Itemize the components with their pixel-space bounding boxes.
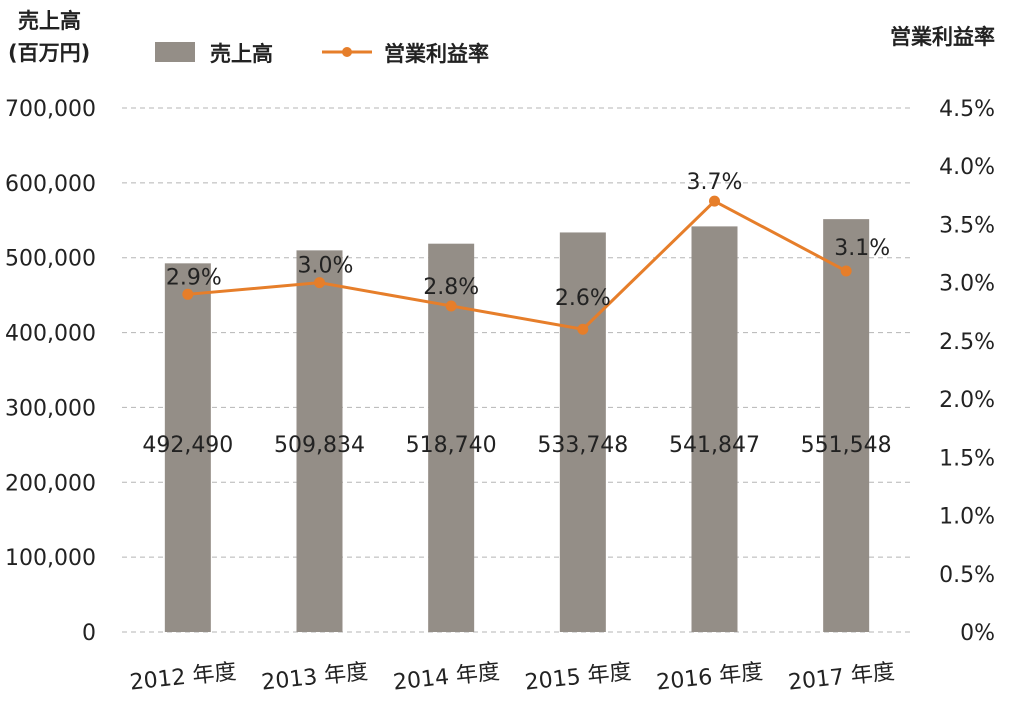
bar	[823, 219, 870, 632]
category-axis-labels: 2012 年度 2013 年度 2014 年度 2015 年度 2016 年度 2017 …	[129, 660, 896, 696]
category-label: 2014 年度	[392, 660, 501, 696]
left-tick-label: 100,000	[5, 546, 96, 571]
category-label: 2017 年度	[787, 660, 896, 696]
legend-label-margin: 営業利益率	[384, 42, 489, 66]
bar-value-label: 492,490	[142, 433, 233, 458]
right-axis-ticks: 0% 0.5% 1.0% 1.5% 2.0% 2.5% 3.0% 3.5% 4.0% 4.5%	[939, 97, 995, 646]
bar-data-labels: 492,490 509,834 518,740 533,748 541,847 551,5…	[142, 433, 891, 458]
left-tick-label: 300,000	[5, 396, 96, 421]
line-point	[445, 300, 457, 312]
line-value-label: 3.1%	[834, 236, 890, 261]
legend-label-sales: 売上高	[210, 42, 273, 66]
line-point	[314, 277, 325, 289]
category-label: 2015 年度	[524, 660, 633, 696]
right-tick-label: 4.0%	[939, 155, 995, 180]
left-tick-label: 400,000	[5, 322, 96, 347]
left-tick-label: 600,000	[5, 172, 96, 197]
left-tick-label: 200,000	[5, 471, 96, 496]
right-tick-label: 0.5%	[939, 563, 995, 588]
right-tick-label: 1.0%	[939, 505, 995, 530]
line-data-labels: 2.9% 3.0% 2.8% 2.6% 3.7% 3.1%	[166, 170, 890, 311]
category-label: 2013 年度	[260, 660, 369, 696]
line-value-label: 3.7%	[687, 170, 743, 195]
bar	[559, 232, 606, 633]
bar-series-sales	[164, 219, 870, 633]
left-axis-title-line1: 売上高	[18, 9, 81, 33]
right-tick-label: 3.5%	[939, 213, 995, 238]
left-tick-label: 0	[82, 621, 96, 646]
bar-value-label: 551,548	[801, 433, 892, 458]
series-line	[187, 199, 847, 331]
line-point	[182, 288, 194, 300]
line-point	[709, 195, 720, 207]
legend: 売上高 営業利益率	[155, 42, 489, 66]
category-label: 2016 年度	[655, 660, 764, 696]
bar-value-label: 533,748	[537, 433, 628, 458]
gridlines	[122, 107, 912, 633]
bar	[164, 263, 211, 632]
category-label: 2012 年度	[129, 660, 238, 696]
line-value-label: 2.9%	[166, 265, 222, 290]
line-series-margin	[182, 195, 852, 335]
line-value-label: 2.8%	[423, 275, 479, 300]
right-tick-label: 4.5%	[939, 97, 995, 122]
bar-value-label: 541,847	[669, 433, 760, 458]
line-value-label: 2.6%	[555, 286, 611, 311]
left-axis-title-line2: (百万円)	[8, 41, 90, 65]
bar-value-label: 518,740	[406, 433, 497, 458]
bar	[691, 226, 738, 632]
right-tick-label: 3.0%	[939, 272, 995, 297]
left-tick-label: 700,000	[5, 97, 96, 122]
bar-value-label: 509,834	[274, 433, 365, 458]
legend-dot-margin	[342, 47, 352, 57]
right-tick-label: 1.5%	[939, 446, 995, 471]
right-axis-title: 営業利益率	[890, 25, 995, 49]
line-value-label: 3.0%	[298, 254, 354, 279]
line-point	[577, 323, 589, 335]
right-tick-label: 2.5%	[939, 330, 995, 355]
right-tick-label: 2.0%	[939, 388, 995, 413]
right-tick-label: 0%	[960, 621, 995, 646]
left-tick-label: 500,000	[5, 247, 96, 272]
bar	[296, 250, 343, 632]
left-axis-ticks: 0 100,000 200,000 300,000 400,000 500,000 600,…	[5, 97, 96, 646]
line-point	[840, 265, 852, 277]
legend-swatch-sales	[155, 42, 195, 62]
